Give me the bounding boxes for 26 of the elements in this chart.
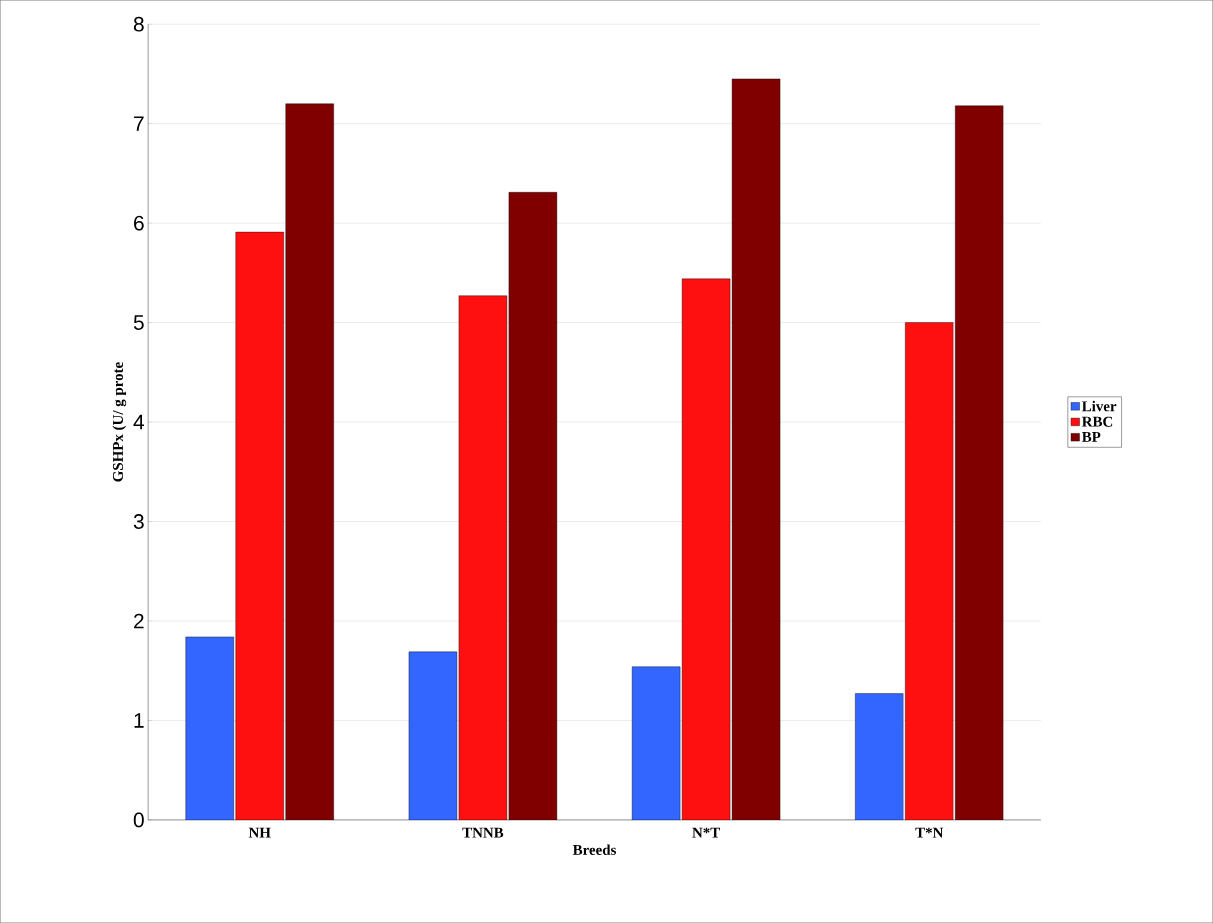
bar <box>458 295 507 820</box>
y-tick-label: 3 <box>133 514 144 529</box>
bar <box>632 666 681 820</box>
y-tick-label: 6 <box>134 215 144 231</box>
bar <box>855 693 904 820</box>
y-tick-label: 5 <box>133 315 144 330</box>
legend-label: BP <box>1081 431 1101 442</box>
y-tick-label: 0 <box>133 812 144 828</box>
bar <box>408 651 457 820</box>
x-tick-label: TNNB <box>462 827 504 838</box>
y-tick-label: 7 <box>134 116 144 131</box>
legend-label: Liver <box>1081 400 1117 412</box>
x-axis-title: Breeds <box>572 844 616 855</box>
y-tick-label: 1 <box>134 713 144 728</box>
bar <box>682 278 731 820</box>
x-tick-label: T*N <box>915 827 944 838</box>
bar <box>905 322 954 820</box>
y-tick-label: 4 <box>133 414 145 430</box>
y-tick-label: 2 <box>134 613 144 629</box>
y-axis-title: GSHPx (U/ g prote <box>112 362 127 482</box>
bar <box>235 232 284 820</box>
legend-label: RBC <box>1081 416 1113 427</box>
x-tick-label: NH <box>248 827 271 838</box>
bar <box>185 636 234 820</box>
x-tick-label: N*T <box>692 827 720 838</box>
y-tick-label: 8 <box>133 16 144 32</box>
